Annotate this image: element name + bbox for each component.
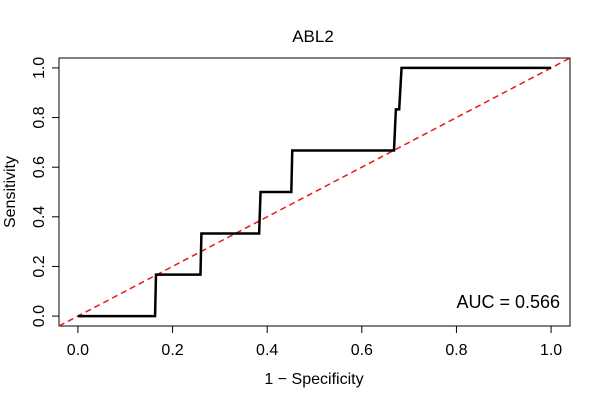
y-axis-label: Sensitivity: [2, 156, 19, 228]
x-tick-label: 0.6: [351, 342, 373, 359]
auc-annotation: AUC = 0.566: [456, 292, 560, 312]
y-tick-label: 0.6: [31, 156, 48, 178]
series-layer: [58, 57, 571, 327]
x-tick-label: 0.2: [161, 342, 183, 359]
y-tick-label: 1.0: [31, 57, 48, 79]
x-tick-label: 0.8: [445, 342, 467, 359]
x-tick-label: 0.4: [256, 342, 278, 359]
reference-diagonal-line: [58, 57, 571, 327]
x-tick-label: 1.0: [540, 342, 562, 359]
chart-title: ABL2: [292, 27, 334, 46]
y-axis: 0.0 0.2 0.4 0.6 0.8 1.0: [31, 57, 60, 327]
x-tick-label: 0.0: [67, 342, 89, 359]
roc-curve-line: [77, 66, 552, 318]
y-tick-label: 0.0: [31, 305, 48, 327]
x-axis-label: 1 − Specificity: [264, 371, 363, 388]
x-axis: 0.0 0.2 0.4 0.6 0.8 1.0: [67, 325, 562, 359]
y-tick-label: 0.8: [31, 106, 48, 128]
y-tick-label: 0.4: [31, 206, 48, 228]
y-tick-label: 0.2: [31, 255, 48, 277]
